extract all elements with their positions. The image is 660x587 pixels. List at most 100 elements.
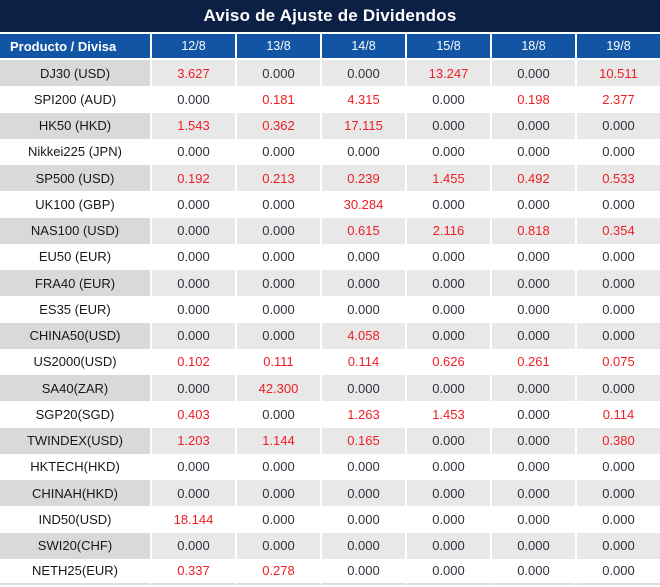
value-cell: 3.627 — [150, 60, 235, 87]
value-cell: 0.000 — [320, 243, 405, 270]
value-cell: 0.000 — [235, 270, 320, 297]
value-cell: 0.492 — [490, 165, 575, 192]
value-cell: 0.111 — [235, 348, 320, 375]
value-cell: 0.000 — [575, 558, 660, 585]
value-cell: 0.239 — [320, 165, 405, 192]
value-cell: 0.000 — [235, 60, 320, 87]
value-cell: 0.000 — [490, 322, 575, 349]
product-cell: TWINDEX(USD) — [0, 427, 150, 454]
product-cell: HKTECH(HKD) — [0, 453, 150, 480]
table-row: DJ30 (USD) 3.627 0.000 0.000 13.247 0.000 10.5… — [0, 60, 660, 87]
table-row: IND50(USD) 18.144 0.000 0.000 0.000 0.000 0.00… — [0, 506, 660, 533]
value-cell: 0.000 — [235, 322, 320, 349]
value-cell: 1.263 — [320, 401, 405, 428]
value-cell: 0.000 — [490, 138, 575, 165]
value-cell: 0.000 — [490, 112, 575, 139]
value-cell: 4.058 — [320, 322, 405, 349]
value-cell: 1.144 — [235, 427, 320, 454]
column-header-date: 18/8 — [490, 34, 575, 60]
value-cell: 0.000 — [490, 191, 575, 218]
product-cell: ES35 (EUR) — [0, 296, 150, 323]
value-cell: 0.114 — [320, 348, 405, 375]
value-cell: 0.000 — [235, 506, 320, 533]
value-cell: 0.000 — [405, 270, 490, 297]
value-cell: 0.362 — [235, 112, 320, 139]
value-cell: 2.377 — [575, 86, 660, 113]
value-cell: 0.000 — [405, 558, 490, 585]
value-cell: 0.000 — [405, 532, 490, 559]
value-cell: 10.511 — [575, 60, 660, 87]
value-cell: 0.000 — [405, 506, 490, 533]
table-row: UK100 (GBP) 0.000 0.000 30.284 0.000 0.000 0.0… — [0, 191, 660, 218]
product-cell: CHINAH(HKD) — [0, 480, 150, 507]
value-cell: 1.203 — [150, 427, 235, 454]
value-cell: 0.000 — [150, 191, 235, 218]
value-cell: 0.000 — [235, 401, 320, 428]
product-cell: CHINA50(USD) — [0, 322, 150, 349]
value-cell: 0.000 — [405, 138, 490, 165]
table-row: TWINDEX(USD) 1.203 1.144 0.165 0.000 0.000 0.3… — [0, 427, 660, 454]
title-bar: Aviso de Ajuste de Dividendos — [0, 0, 660, 34]
table-row: SGP20(SGD) 0.403 0.000 1.263 1.453 0.000 0.114 — [0, 401, 660, 428]
value-cell: 0.000 — [405, 427, 490, 454]
value-cell: 0.818 — [490, 217, 575, 244]
product-cell: DJ30 (USD) — [0, 60, 150, 87]
value-cell: 0.102 — [150, 348, 235, 375]
product-cell: SA40(ZAR) — [0, 375, 150, 402]
table-row: SA40(ZAR) 0.000 42.300 0.000 0.000 0.000 0.000 — [0, 375, 660, 402]
value-cell: 0.000 — [490, 270, 575, 297]
value-cell: 17.115 — [320, 112, 405, 139]
value-cell: 0.000 — [235, 532, 320, 559]
value-cell: 0.165 — [320, 427, 405, 454]
page-title: Aviso de Ajuste de Dividendos — [203, 6, 457, 25]
value-cell: 0.403 — [150, 401, 235, 428]
column-header-date: 19/8 — [575, 34, 660, 60]
table-row: Nikkei225 (JPN) 0.000 0.000 0.000 0.000 0.000… — [0, 138, 660, 165]
value-cell: 0.000 — [575, 322, 660, 349]
value-cell: 0.000 — [490, 60, 575, 87]
value-cell: 0.354 — [575, 217, 660, 244]
value-cell: 0.337 — [150, 558, 235, 585]
value-cell: 30.284 — [320, 191, 405, 218]
value-cell: 0.000 — [150, 532, 235, 559]
value-cell: 1.455 — [405, 165, 490, 192]
table-row: EU50 (EUR) 0.000 0.000 0.000 0.000 0.000 0.000 — [0, 243, 660, 270]
value-cell: 0.000 — [405, 191, 490, 218]
column-header-product: Producto / Divisa — [0, 34, 150, 60]
value-cell: 0.000 — [575, 296, 660, 323]
value-cell: 0.192 — [150, 165, 235, 192]
value-cell: 0.000 — [405, 296, 490, 323]
value-cell: 0.000 — [575, 112, 660, 139]
value-cell: 0.000 — [405, 375, 490, 402]
value-cell: 0.000 — [320, 532, 405, 559]
value-cell: 0.000 — [575, 375, 660, 402]
column-header-date: 13/8 — [235, 34, 320, 60]
value-cell: 0.000 — [320, 60, 405, 87]
product-cell: SPI200 (AUD) — [0, 86, 150, 113]
value-cell: 0.114 — [575, 401, 660, 428]
value-cell: 0.000 — [405, 453, 490, 480]
table-row: SPI200 (AUD) 0.000 0.181 4.315 0.000 0.198 2.3… — [0, 86, 660, 113]
value-cell: 0.000 — [235, 480, 320, 507]
value-cell: 0.000 — [405, 322, 490, 349]
product-cell: SGP20(SGD) — [0, 401, 150, 428]
dividend-adjustment-table: Producto / Divisa 12/8 13/8 14/8 15/8 18/8 19/… — [0, 34, 660, 585]
table-row: FRA40 (EUR) 0.000 0.000 0.000 0.000 0.000 0.00… — [0, 270, 660, 297]
table-body: DJ30 (USD) 3.627 0.000 0.000 13.247 0.000 10.5… — [0, 60, 660, 585]
value-cell: 0.261 — [490, 348, 575, 375]
value-cell: 0.000 — [490, 401, 575, 428]
table-header-row: Producto / Divisa 12/8 13/8 14/8 15/8 18/8 19/… — [0, 34, 660, 60]
value-cell: 0.000 — [150, 375, 235, 402]
value-cell: 0.000 — [150, 296, 235, 323]
product-cell: IND50(USD) — [0, 506, 150, 533]
product-cell: UK100 (GBP) — [0, 191, 150, 218]
value-cell: 0.000 — [320, 453, 405, 480]
table-row: NETH25(EUR) 0.337 0.278 0.000 0.000 0.000 0.00… — [0, 558, 660, 585]
value-cell: 1.543 — [150, 112, 235, 139]
value-cell: 0.000 — [320, 558, 405, 585]
table-row: ES35 (EUR) 0.000 0.000 0.000 0.000 0.000 0.000 — [0, 296, 660, 323]
value-cell: 0.000 — [575, 506, 660, 533]
value-cell: 0.000 — [490, 243, 575, 270]
table-row: US2000(USD) 0.102 0.111 0.114 0.626 0.261 0.07… — [0, 348, 660, 375]
value-cell: 0.000 — [235, 296, 320, 323]
